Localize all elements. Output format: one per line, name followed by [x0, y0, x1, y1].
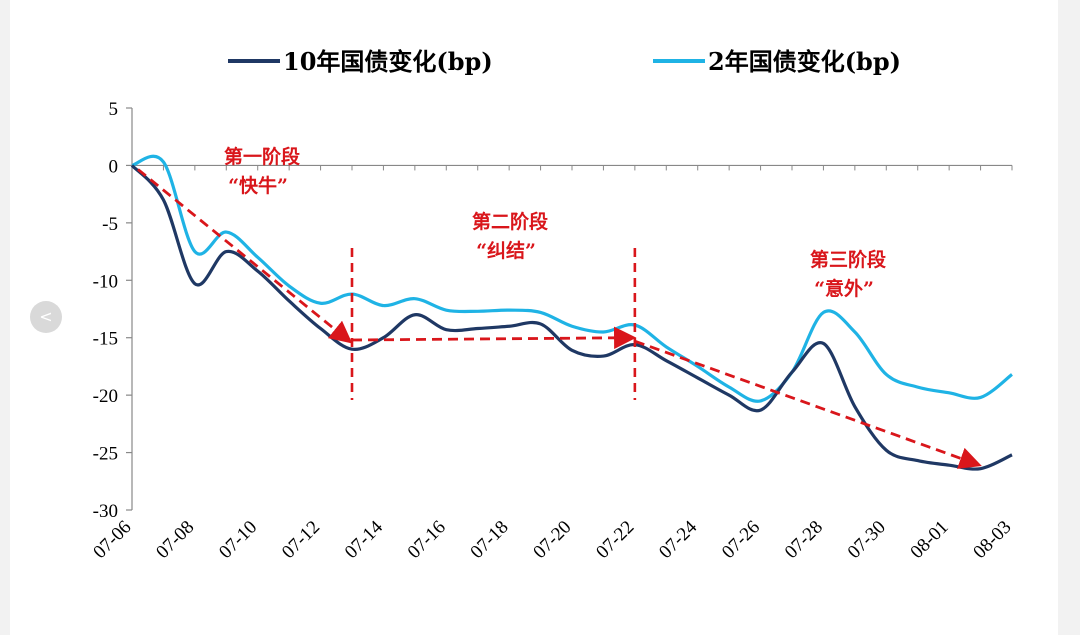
y-tick-label: 5 — [109, 99, 119, 120]
previous-slide-button[interactable]: < — [30, 301, 62, 333]
y-tick-label: -5 — [102, 214, 118, 235]
x-tick-label: 07-18 — [466, 517, 512, 563]
series-line-2y — [131, 154, 1013, 403]
phase-sublabel: “纠结” — [476, 239, 536, 262]
y-tick-label: -10 — [93, 271, 118, 292]
x-tick-label: 07-22 — [592, 517, 638, 563]
x-tick-label: 07-10 — [215, 517, 261, 563]
phase-arrow — [634, 339, 982, 469]
x-tick-label: 07-06 — [89, 517, 135, 563]
x-tick-label: 08-01 — [906, 517, 952, 563]
x-tick-label: 07-14 — [341, 516, 388, 563]
phase-label: 第一阶段 — [224, 145, 301, 168]
x-tick-label: 07-12 — [278, 517, 324, 563]
phase-label: 第二阶段 — [472, 210, 549, 233]
x-tick-label: 07-26 — [718, 517, 764, 563]
phase-arrow — [351, 326, 637, 350]
x-tick-label: 08-03 — [969, 517, 1015, 563]
annotation-layer: 第一阶段 “快牛” 第二阶段 “纠结” 第三阶段 “意外” — [137, 145, 982, 469]
phase-sublabel: “快牛” — [228, 174, 288, 197]
legend-label: 10年国债变化(bp) — [283, 47, 493, 76]
x-tick-label: 07-24 — [655, 516, 702, 563]
y-tick-label: -15 — [93, 329, 118, 350]
series-layer — [130, 154, 1013, 471]
y-tick-label: -20 — [93, 386, 118, 407]
y-tick-label: 0 — [109, 156, 119, 177]
x-tick-label: 07-28 — [781, 517, 827, 563]
y-tick-label: -30 — [93, 501, 118, 522]
x-tick-label: 07-08 — [152, 517, 198, 563]
phase-sublabel: “意外” — [814, 277, 874, 300]
y-tick-label: -25 — [93, 444, 118, 465]
x-tick-label: 07-30 — [844, 517, 890, 563]
phase-arrow — [137, 168, 353, 344]
legend-label: 2年国债变化(bp) — [708, 47, 901, 76]
legend: 10年国债变化(bp) 2年国债变化(bp) — [228, 47, 901, 76]
chart-card: 10年国债变化(bp) 2年国债变化(bp) 5 0 -5 -10 -15 -20 -25 -3… — [10, 0, 1058, 635]
chart: 10年国债变化(bp) 2年国债变化(bp) 5 0 -5 -10 -15 -20 -25 -3… — [89, 47, 1015, 563]
series-line-10y — [130, 164, 1013, 471]
x-tick-label: 07-20 — [529, 517, 575, 563]
x-tick-label: 07-16 — [404, 517, 450, 563]
phase-label: 第三阶段 — [810, 248, 887, 271]
